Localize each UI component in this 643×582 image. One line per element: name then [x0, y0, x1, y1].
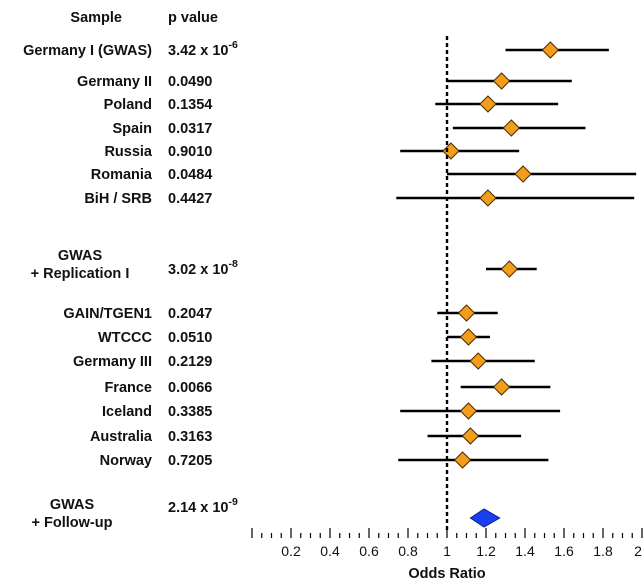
p-value-label: 0.7205	[168, 453, 212, 469]
sample-label: WTCCC	[98, 330, 152, 346]
sample-label: GWAS + Follow-up	[32, 497, 113, 531]
odds-ratio-marker	[514, 165, 532, 183]
x-tick-label: 0.8	[398, 543, 418, 559]
x-tick-label: 2	[634, 543, 642, 559]
p-value-label: 3.02 x 10-8	[168, 258, 238, 278]
p-value-label: 3.42 x 10-6	[168, 39, 238, 59]
study-row: Australia 0.3163	[90, 427, 522, 445]
odds-ratio-marker	[442, 142, 460, 160]
sample-column-header: Sample	[70, 10, 122, 26]
study-row: Norway 0.7205	[100, 451, 549, 469]
p-value-label: 0.9010	[168, 144, 212, 160]
sample-label: GWAS + Replication I	[31, 248, 130, 282]
study-row: Germany III 0.2129	[73, 352, 535, 370]
odds-ratio-marker	[492, 378, 511, 396]
odds-ratio-marker	[461, 427, 480, 445]
study-row: Germany II 0.0490	[77, 72, 572, 90]
p-value-label: 0.0066	[168, 380, 212, 396]
p-value-label: 0.0484	[168, 167, 212, 183]
sample-label: France	[104, 380, 152, 396]
study-row: GAIN/TGEN1 0.2047	[63, 304, 498, 322]
study-row: Poland 0.1354	[104, 95, 559, 113]
sample-label: Germany II	[77, 74, 152, 90]
sample-label: BiH / SRB	[84, 191, 152, 207]
sample-label: Germany III	[73, 354, 152, 370]
x-tick-label: 1	[443, 543, 451, 559]
p-value-label: 0.3163	[168, 429, 212, 445]
odds-ratio-marker	[453, 451, 472, 469]
p-value-label: 0.1354	[168, 97, 212, 113]
odds-ratio-marker	[500, 260, 519, 278]
p-value-label: 0.4427	[168, 191, 212, 207]
x-tick-label: 1.8	[593, 543, 613, 559]
x-tick-label: 0.2	[281, 543, 301, 559]
study-row: WTCCC 0.0510	[98, 328, 490, 346]
study-row: BiH / SRB 0.4427	[84, 189, 635, 207]
odds-ratio-marker	[459, 402, 478, 420]
study-row: Germany I (GWAS) 3.42 x 10-6	[23, 39, 609, 59]
sample-label: GAIN/TGEN1	[63, 306, 152, 322]
x-axis: 0.2 0.4 0.6 0.8 1 1.2 1.4 1.6 1.8 2	[251, 36, 643, 559]
x-tick-label: 1.2	[476, 543, 496, 559]
summary-diamond	[469, 508, 501, 528]
sample-label: Australia	[90, 429, 153, 445]
odds-ratio-marker	[541, 41, 560, 59]
sample-label: Germany I (GWAS)	[23, 43, 152, 59]
study-rows: Germany I (GWAS) 3.42 x 10-6 Germany II 0.0…	[23, 39, 637, 531]
sample-label: Poland	[104, 97, 152, 113]
study-row: GWAS + Replication I 3.02 x 10-8	[31, 248, 537, 282]
odds-ratio-marker	[457, 304, 476, 322]
odds-ratio-marker	[479, 95, 497, 113]
p-value-label: 0.3385	[168, 404, 212, 420]
odds-ratio-marker	[459, 328, 478, 346]
study-row: Russia 0.9010	[104, 142, 520, 160]
study-row: France 0.0066	[104, 378, 551, 396]
p-value-label: 0.0510	[168, 330, 212, 346]
p-value-column-header: p value	[168, 10, 218, 26]
sample-label: Spain	[113, 121, 152, 137]
odds-ratio-marker	[492, 72, 511, 90]
sample-label: Norway	[100, 453, 152, 469]
sample-label: Romania	[91, 167, 153, 183]
odds-ratio-marker	[469, 352, 487, 370]
p-value-label: 0.2129	[168, 354, 212, 370]
p-value-label: 0.0490	[168, 74, 212, 90]
study-row: Spain 0.0317	[113, 119, 586, 137]
p-value-label: 0.0317	[168, 121, 212, 137]
study-row: Iceland 0.3385	[102, 402, 561, 420]
x-tick-label: 0.6	[359, 543, 379, 559]
study-row: GWAS + Follow-up 2.14 x 10-9	[32, 496, 501, 531]
odds-ratio-marker	[502, 119, 521, 137]
sample-label: Iceland	[102, 404, 152, 420]
x-tick-label: 1.4	[515, 543, 535, 559]
sample-label: Russia	[104, 144, 152, 160]
study-row: Romania 0.0484	[91, 165, 637, 183]
p-value-label: 2.14 x 10-9	[168, 496, 238, 516]
p-value-label: 0.2047	[168, 306, 212, 322]
x-tick-label: 0.4	[320, 543, 340, 559]
odds-ratio-marker	[479, 189, 497, 207]
x-tick-label: 1.6	[554, 543, 574, 559]
x-axis-label: Odds Ratio	[408, 566, 485, 582]
